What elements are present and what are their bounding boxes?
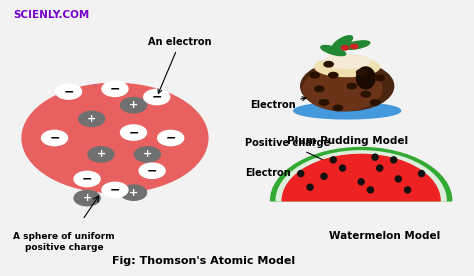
- Text: +: +: [143, 149, 152, 160]
- Circle shape: [341, 46, 348, 50]
- Circle shape: [120, 185, 146, 200]
- Circle shape: [120, 97, 146, 113]
- Ellipse shape: [358, 179, 364, 185]
- Circle shape: [361, 92, 370, 97]
- Ellipse shape: [343, 41, 370, 49]
- Circle shape: [350, 44, 358, 49]
- Text: +: +: [129, 100, 138, 110]
- Text: Watermelon Model: Watermelon Model: [329, 231, 440, 241]
- Circle shape: [79, 111, 105, 126]
- Circle shape: [42, 130, 68, 146]
- Circle shape: [324, 62, 333, 67]
- Text: Electron: Electron: [250, 97, 306, 110]
- Ellipse shape: [391, 157, 397, 163]
- Circle shape: [22, 83, 208, 193]
- Ellipse shape: [405, 187, 410, 193]
- Text: −: −: [165, 131, 176, 145]
- Text: −: −: [63, 85, 74, 98]
- Ellipse shape: [395, 176, 401, 182]
- Ellipse shape: [294, 102, 401, 119]
- Text: +: +: [129, 188, 138, 198]
- Ellipse shape: [372, 154, 378, 160]
- Circle shape: [139, 163, 165, 179]
- Circle shape: [120, 125, 146, 140]
- Ellipse shape: [377, 165, 383, 171]
- Text: Electron: Electron: [245, 168, 338, 185]
- Text: −: −: [147, 164, 157, 177]
- Ellipse shape: [330, 157, 336, 163]
- Text: −: −: [109, 82, 120, 95]
- Ellipse shape: [298, 171, 304, 177]
- Circle shape: [88, 147, 114, 162]
- Ellipse shape: [419, 171, 425, 177]
- Text: A sphere of uniform
positive charge: A sphere of uniform positive charge: [13, 232, 115, 251]
- Circle shape: [74, 190, 100, 206]
- Circle shape: [347, 83, 356, 89]
- Text: SCIENLY.COM: SCIENLY.COM: [13, 10, 89, 20]
- Circle shape: [375, 75, 384, 81]
- Ellipse shape: [333, 36, 353, 49]
- Text: An electron: An electron: [148, 37, 212, 93]
- Text: −: −: [152, 91, 162, 104]
- Circle shape: [144, 89, 170, 105]
- Text: −: −: [49, 131, 60, 145]
- Ellipse shape: [321, 173, 327, 179]
- Circle shape: [328, 72, 338, 78]
- Wedge shape: [276, 151, 446, 201]
- Text: Plum Pudding Model: Plum Pudding Model: [287, 136, 408, 146]
- Circle shape: [102, 182, 128, 198]
- Text: −: −: [128, 126, 139, 139]
- Circle shape: [135, 147, 161, 162]
- Text: −: −: [82, 172, 92, 185]
- Ellipse shape: [321, 46, 346, 56]
- Text: Fig: Thomson's Atomic Model: Fig: Thomson's Atomic Model: [112, 256, 295, 266]
- Circle shape: [333, 105, 343, 111]
- Ellipse shape: [315, 57, 380, 76]
- Circle shape: [370, 100, 380, 105]
- Wedge shape: [271, 148, 452, 201]
- Circle shape: [158, 130, 184, 146]
- Circle shape: [356, 70, 366, 75]
- Text: +: +: [96, 149, 106, 160]
- Ellipse shape: [339, 165, 346, 171]
- Circle shape: [102, 81, 128, 97]
- Wedge shape: [282, 154, 440, 201]
- Text: −: −: [109, 184, 120, 197]
- Ellipse shape: [356, 67, 375, 89]
- Ellipse shape: [303, 67, 382, 111]
- Text: Positive charge: Positive charge: [245, 138, 348, 172]
- Circle shape: [55, 84, 82, 99]
- Circle shape: [315, 86, 324, 92]
- Ellipse shape: [301, 62, 393, 111]
- Ellipse shape: [307, 184, 313, 190]
- Text: +: +: [82, 193, 91, 203]
- Ellipse shape: [367, 187, 374, 193]
- Circle shape: [310, 72, 319, 78]
- Ellipse shape: [324, 55, 370, 68]
- Circle shape: [74, 171, 100, 187]
- Text: +: +: [87, 114, 96, 124]
- Circle shape: [319, 100, 328, 105]
